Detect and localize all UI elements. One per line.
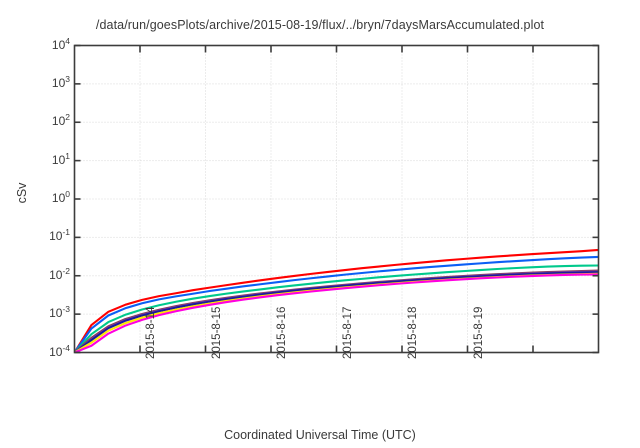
x-tick-label: 2015-8-15 [210,306,223,359]
y-tick-mantissa: 10 [49,229,63,244]
series-line [74,271,599,353]
data-series-layer [74,248,599,353]
x-axis-label: Coordinated Universal Time (UTC) [224,428,416,442]
gridlines [74,45,599,353]
x-tick-label: 2015-8-14 [145,306,157,359]
y-tick-exponent: 1 [65,150,70,161]
series-line [74,248,599,353]
y-tick-label: 104 [30,35,70,52]
x-tick-label: 2015-8-17 [341,306,354,359]
y-tick-label: 100 [30,189,70,205]
x-tick-label: 2015-8-16 [276,306,288,359]
y-tick-label: 102 [30,112,70,129]
y-tick-exponent: -4 [62,342,70,353]
y-tick-exponent: -3 [62,304,70,315]
y-tick-label: 10-1 [30,227,70,244]
axis-ticks [74,44,599,354]
x-tick-label: 2015-8-19 [472,306,485,359]
series-line [74,264,599,353]
y-tick-exponent: 2 [65,112,70,123]
y-tick-mantissa: 10 [51,37,66,52]
y-tick-exponent: -2 [62,265,70,276]
y-tick-label: 10-4 [30,342,70,359]
y-tick-label: 103 [30,73,70,90]
y-tick-exponent: 3 [65,73,70,84]
y-tick-mantissa: 10 [49,344,63,359]
y-tick-exponent: 4 [65,35,70,46]
y-tick-mantissa: 10 [49,306,63,321]
chart-title: /data/run/goesPlots/archive/2015-08-19/f… [95,18,545,32]
y-tick-mantissa: 10 [51,152,66,167]
y-tick-exponent: 0 [65,189,70,199]
y-tick-mantissa: 10 [49,267,63,282]
y-tick-mantissa: 10 [51,75,66,90]
y-tick-label: 10-2 [30,265,70,282]
y-tick-mantissa: 10 [51,191,66,205]
y-tick-exponent: -1 [62,227,70,238]
x-tick-label: 2015-8-18 [407,306,419,359]
series-line [74,255,599,353]
y-axis-tick-labels: 104 103 102 101 100 10-1 10-2 10-3 10-4 [22,0,70,448]
y-tick-label: 10-3 [30,304,70,321]
series-line [74,273,599,353]
y-tick-mantissa: 10 [51,114,66,129]
y-tick-label: 101 [30,150,70,167]
